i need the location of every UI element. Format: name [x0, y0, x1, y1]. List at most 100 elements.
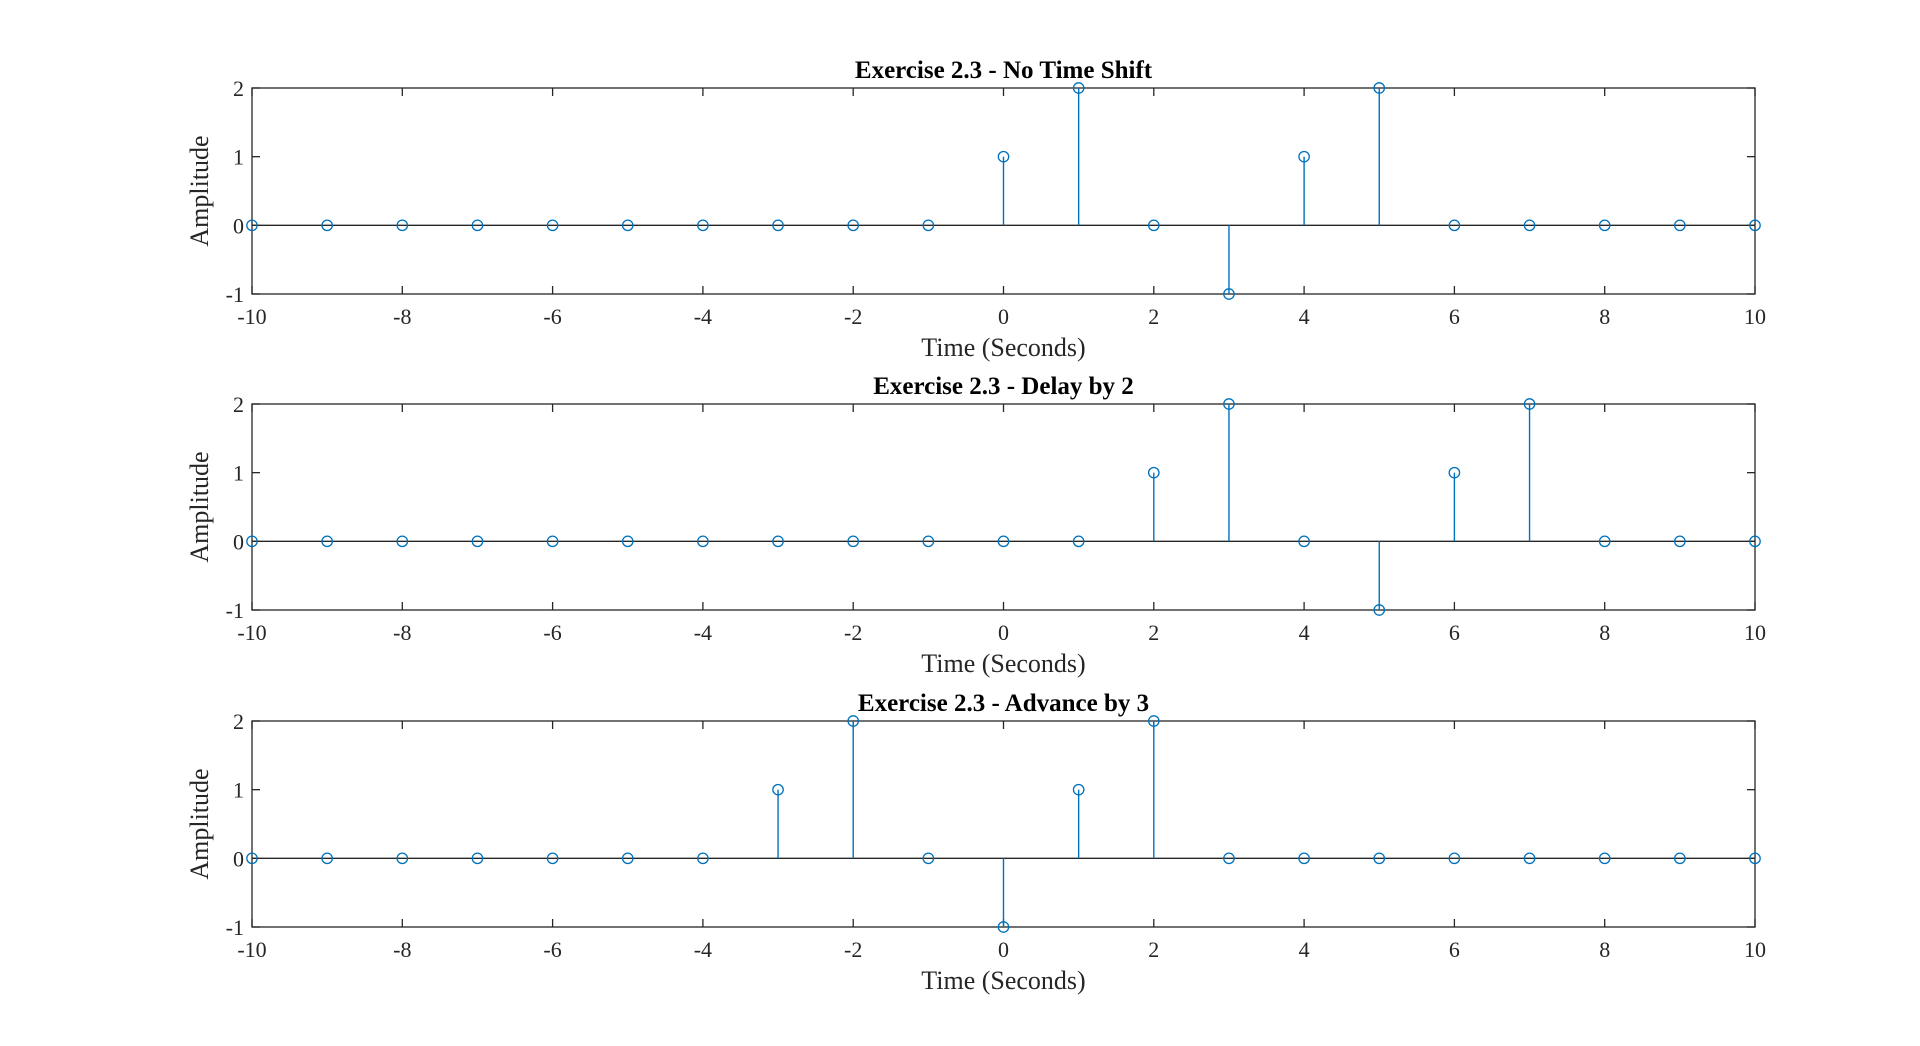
- stem-marker: [1674, 852, 1686, 865]
- x-tick-label: 0: [998, 304, 1009, 329]
- stem-marker: [922, 535, 935, 548]
- stem-marker: [1147, 219, 1160, 232]
- stem-marker: [1298, 535, 1310, 548]
- stem-marker: [997, 921, 1010, 933]
- x-tick-label: 6: [1449, 937, 1460, 962]
- y-tick-label: 0: [233, 529, 244, 554]
- stem-marker: [396, 535, 409, 548]
- stem-marker: [321, 852, 333, 865]
- x-tick-label: 10: [1744, 620, 1766, 645]
- x-tick-label: 4: [1299, 620, 1310, 645]
- y-tick-label: -1: [226, 598, 244, 623]
- y-tick-label: 0: [233, 213, 244, 238]
- x-tick-label: -6: [543, 937, 561, 962]
- subplot-3: Exercise 2.3 - Advance by 3-10 -8 -6 -4 -2 0 2…: [185, 690, 1766, 995]
- stem-marker: [1223, 288, 1235, 300]
- x-tick-label: -10: [237, 620, 266, 645]
- x-tick-label: -4: [694, 937, 712, 962]
- y-tick-label: 2: [233, 709, 244, 734]
- stem-marker: [1072, 82, 1085, 94]
- stem-marker: [321, 219, 333, 232]
- stem-marker: [697, 219, 709, 232]
- axes-box: [251, 403, 1756, 611]
- stem-marker: [1223, 398, 1235, 410]
- plot-title: Exercise 2.3 - Advance by 3: [858, 690, 1149, 717]
- x-tick-label: 10: [1744, 304, 1766, 329]
- stem-marker: [922, 852, 935, 865]
- y-tick-label: 1: [233, 145, 244, 170]
- stem-marker: [1749, 852, 1761, 865]
- stem-marker: [697, 852, 709, 865]
- stem-marker: [847, 219, 860, 232]
- stem-marker: [697, 535, 709, 548]
- x-tick-label: -10: [237, 304, 266, 329]
- stem-marker: [546, 535, 559, 548]
- stem-marker: [847, 535, 860, 548]
- x-tick-label: -8: [393, 937, 411, 962]
- x-tick-label: -2: [844, 304, 862, 329]
- stem-marker: [1448, 466, 1461, 479]
- stem-marker: [1147, 466, 1160, 479]
- x-tick-label: -10: [237, 937, 266, 962]
- stem-marker: [1598, 852, 1611, 865]
- stem-marker: [396, 219, 409, 232]
- subplot-2: Exercise 2.3 - Delay by 2-10 -8 -6 -4 -2 0 2 4 6…: [185, 373, 1766, 678]
- x-tick-label: 8: [1599, 937, 1610, 962]
- stem-marker: [1523, 219, 1536, 232]
- y-axis-label: Amplitude: [185, 135, 214, 246]
- stem-marker: [321, 535, 333, 548]
- stem-marker: [546, 219, 559, 232]
- x-tick-label: 4: [1299, 304, 1310, 329]
- stem-marker: [997, 150, 1010, 163]
- y-tick-label: -1: [226, 282, 244, 307]
- stem-marker: [772, 783, 784, 796]
- x-tick-label: -2: [844, 620, 862, 645]
- stem-marker: [246, 852, 258, 865]
- x-tick-label: 6: [1449, 620, 1460, 645]
- y-tick-label: 2: [233, 392, 244, 417]
- stem-marker: [1598, 219, 1611, 232]
- x-tick-label: -8: [393, 620, 411, 645]
- stem-marker: [471, 219, 484, 232]
- stem-marker: [471, 852, 484, 865]
- stem-marker: [922, 219, 935, 232]
- stem-marker: [772, 219, 784, 232]
- subplot-1: Exercise 2.3 - No Time Shift-10 -8 -6 -4 -2 0…: [185, 57, 1766, 362]
- x-tick-label: 8: [1599, 620, 1610, 645]
- y-tick-label: 1: [233, 461, 244, 486]
- stem-marker: [246, 535, 258, 548]
- x-tick-label: 0: [998, 937, 1009, 962]
- stem-marker: [1072, 535, 1085, 548]
- stem-marker: [1072, 783, 1085, 796]
- x-tick-label: 8: [1599, 304, 1610, 329]
- x-tick-label: 2: [1148, 937, 1159, 962]
- x-tick-label: 2: [1148, 620, 1159, 645]
- x-tick-label: 2: [1148, 304, 1159, 329]
- stem-marker: [997, 535, 1010, 548]
- stem-marker: [772, 535, 784, 548]
- x-tick-label: 10: [1744, 937, 1766, 962]
- stem-marker: [1674, 219, 1686, 232]
- x-tick-label: 0: [998, 620, 1009, 645]
- stem-marker: [1448, 219, 1461, 232]
- stem-marker: [1448, 852, 1461, 865]
- stem-marker: [1523, 398, 1536, 410]
- stem-marker: [1298, 852, 1310, 865]
- y-tick-label: 2: [233, 76, 244, 101]
- stem-marker: [1147, 715, 1160, 727]
- x-axis-label: Time (Seconds): [921, 333, 1085, 362]
- stem-marker: [1749, 219, 1761, 232]
- y-tick-label: -1: [226, 915, 244, 940]
- stem-marker: [847, 715, 860, 727]
- x-axis-label: Time (Seconds): [921, 649, 1085, 678]
- x-tick-label: -4: [694, 620, 712, 645]
- y-axis-label: Amplitude: [185, 768, 214, 879]
- x-tick-label: -8: [393, 304, 411, 329]
- stem-marker: [1523, 852, 1536, 865]
- stem-marker: [1598, 535, 1611, 548]
- stem-marker: [1749, 535, 1761, 548]
- stem-marker: [621, 219, 634, 232]
- plot-title: Exercise 2.3 - No Time Shift: [855, 57, 1153, 84]
- x-axis-label: Time (Seconds): [921, 966, 1085, 995]
- stem-marker: [1373, 852, 1386, 865]
